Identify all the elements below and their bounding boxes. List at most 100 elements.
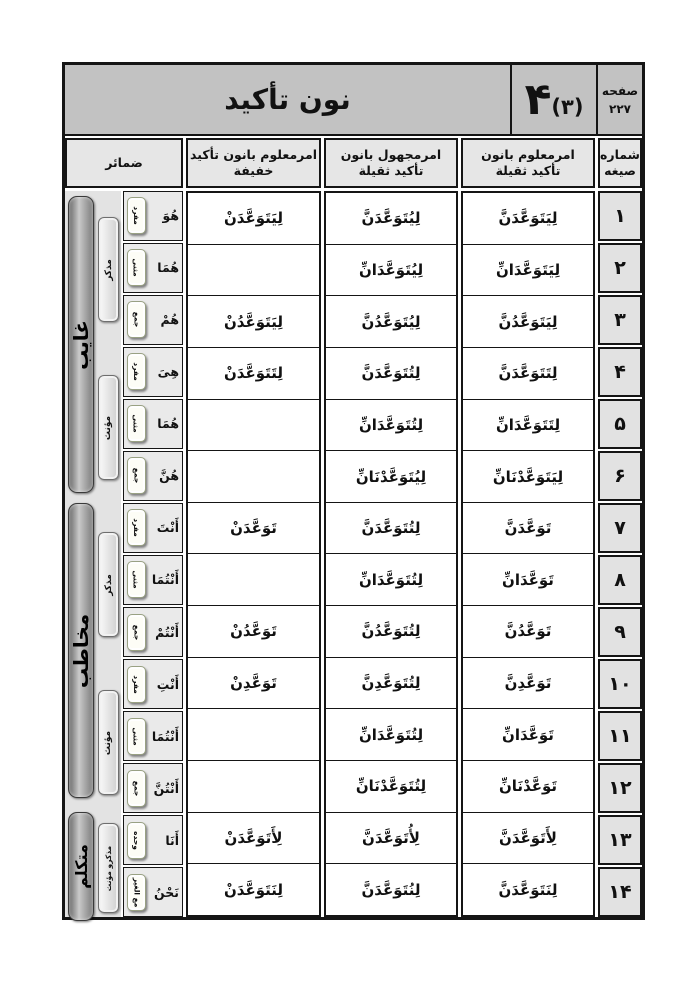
- page-label: صفحه: [601, 83, 639, 98]
- verb-cell: لِيَتَوَعَّدَنَّ: [463, 193, 593, 245]
- number-tag-label: مع الغير: [131, 877, 141, 908]
- header-amr-maloom-thaqila: امرمعلوم بانون تأكيد ثقيلة: [461, 138, 595, 188]
- person-bar-mukhatab: مخاطب: [68, 503, 94, 798]
- column-amr-maloom-khafifa: لِيَتَوَعَّدَنْ لِيَتَوَعَّدُنْ لِتَتَوَ…: [186, 191, 321, 917]
- number-tag-label: مفرد: [132, 362, 141, 382]
- verb-cell: لِتُتَوَعَّدْنَانِّ: [326, 761, 456, 813]
- verb-cell: لِأَتَوَعَّدَنْ: [188, 813, 319, 865]
- verb-cell: تَوَعَّدْنَانِّ: [463, 761, 593, 813]
- number-tag-button: مفرد: [127, 353, 146, 391]
- row-number: ۱۰: [598, 659, 642, 709]
- verb-cell: تَوَعَّدَانِّ: [463, 709, 593, 762]
- verb-cell: لِيَتَوَعَّدَنْ: [188, 193, 319, 245]
- figure-number-paren: (۳): [551, 94, 584, 119]
- page-number-cell: صفحه ۲۲۷: [596, 65, 642, 134]
- row-number: ۵: [598, 399, 642, 449]
- number-tag-label: جمع: [132, 780, 141, 796]
- header-amr-maloom-khafifa: امرمعلوم بانون تأكيد خفيفة: [186, 138, 321, 188]
- conjugation-table: صفحه ۲۲۷ ۴ (۳) نون تأكيد شماره صيغه امرم…: [62, 62, 645, 921]
- number-tag-button: مع الغير: [127, 873, 146, 911]
- gender-bar-muzakkar-muannas: مذكرو مؤنث: [98, 823, 119, 913]
- gender-bar-muannas-2: مؤنث: [98, 690, 119, 795]
- pronoun: هُمَا: [157, 260, 179, 276]
- gender-bar-label: مؤنث: [103, 415, 114, 440]
- number-tag-label: مفرد: [132, 518, 141, 538]
- figure-number: ۴: [524, 73, 552, 125]
- verb-cell: تَوَعَّدَنَّ: [463, 503, 593, 555]
- row-number: ۹: [598, 607, 642, 657]
- number-tag-label: مثنى: [131, 570, 141, 590]
- row-number: ۸: [598, 555, 642, 605]
- number-tag-label: مفرد: [132, 206, 141, 226]
- row-number: ۱۲: [598, 763, 642, 813]
- pronoun-box: هُوَ مفرد: [123, 191, 183, 241]
- gender-bar-label: مؤنث: [103, 730, 114, 755]
- number-tag-button: وحده: [127, 821, 146, 859]
- row-number: ۶: [598, 451, 642, 501]
- row-number: ۲: [598, 243, 642, 293]
- pronoun-box: أَنْتُمْ جمع: [123, 607, 183, 657]
- person-bar-ghaib: غايب: [68, 196, 94, 493]
- verb-cell: لِنُتَوَعَّدَنَّ: [361, 880, 421, 899]
- pronoun-box: هُنَّ جمع: [123, 451, 183, 501]
- pronoun-box: أَنْتَ مفرد: [123, 503, 183, 553]
- number-tag-button: جمع: [127, 457, 146, 495]
- header-row-number: شماره صيغه: [598, 138, 642, 188]
- number-tag-button: مفرد: [127, 197, 146, 235]
- person-bars-column: غايب مخاطب متكلم مذكر مؤنث مذك: [65, 191, 121, 921]
- row-number: ۱۱: [598, 711, 642, 761]
- pronoun: هُمْ: [160, 312, 179, 328]
- number-tag-button: جمع: [127, 301, 146, 339]
- verb-cell: لِيَتَوَعَّدُنْ: [188, 296, 319, 348]
- verb-cell: لِأُتَوَعَّدَنَّ: [326, 813, 456, 865]
- verb-cell: تَوَعَّدَنْ: [188, 503, 319, 555]
- verb-cell: لِنَتَوَعَّدَنَّ: [498, 880, 558, 899]
- pronoun: أَنْتُنَّ: [153, 780, 179, 796]
- person-bar-mutakallim: متكلم: [68, 812, 94, 921]
- pronoun-box: هُمَا مثنى: [123, 243, 183, 293]
- number-tag-label: جمع: [132, 468, 141, 484]
- column-amr-majhool-thaqila: لِيُتَوَعَّدَنَّ لِيُتَوَعَّدَانِّ لِيُت…: [324, 191, 458, 917]
- pronoun-box: هِىَ مفرد: [123, 347, 183, 397]
- number-tag-label: جمع: [132, 624, 141, 640]
- verb-cell: لِيُتَوَعَّدُنَّ: [326, 296, 456, 348]
- number-tag-button: مثنى: [127, 249, 146, 287]
- verb-cell: لِتُتَوَعَّدَانِّ: [326, 709, 456, 762]
- pronoun: هُنَّ: [159, 468, 179, 484]
- verb-cell: لِأَتَوَعَّدَنَّ: [463, 813, 593, 865]
- pronoun: أَنْتَ: [156, 520, 179, 536]
- row-number: ۷: [598, 503, 642, 553]
- page-title: نون تأكيد: [224, 83, 351, 116]
- rownum-label-2: صيغه: [604, 163, 636, 178]
- pronoun: هُمَا: [157, 416, 179, 432]
- number-tag-button: مفرد: [127, 509, 146, 547]
- gender-bar-muzakkar-1: مذكر: [98, 217, 119, 322]
- verb-cell: لِتُتَوَعَّدَنَّ: [326, 503, 456, 555]
- pronoun: أَنَا: [165, 832, 179, 848]
- number-tag-label: وحده: [131, 830, 141, 850]
- pronoun: أَنْتُمَا: [151, 728, 179, 744]
- verb-cell: تَوَعَّدِنَّ: [463, 658, 593, 710]
- number-tag-label: مثنى: [131, 258, 141, 277]
- row-number: ۳: [598, 295, 642, 345]
- pronoun-box: أَنْتُنَّ جمع: [123, 763, 183, 813]
- verb-cell: لِيَتَوَعَّدَانِّ: [463, 245, 593, 297]
- table-body: ۱ ۲ ۳ ۴ ۵ ۶ ۷ ۸ ۹ ۱۰ ۱۱ ۱۲ ۱۳ ۱۴ لِيَتَو…: [65, 191, 642, 921]
- person-bar-label: متكلم: [71, 844, 91, 889]
- row-number: ۱۴: [598, 867, 642, 917]
- pronoun-box: أَنْتُمَا مثنى: [123, 711, 183, 761]
- verb-cell: لِتُتَوَعَّدُنَّ: [326, 606, 456, 658]
- pronoun: هُوَ: [162, 208, 179, 224]
- row-number: ۱: [598, 191, 642, 241]
- number-tag-button: جمع: [127, 769, 146, 807]
- pronoun: أَنْتُمْ: [155, 624, 179, 640]
- verb-cell: لِيُتَوَعَّدَانِّ: [326, 245, 456, 297]
- number-tag-button: مثنى: [127, 717, 146, 755]
- pronoun: هِىَ: [157, 364, 179, 380]
- verb-cell: تَوَعَّدَانِّ: [463, 554, 593, 607]
- header-pronouns: ضمائر: [65, 138, 183, 188]
- row-number: ۴: [598, 347, 642, 397]
- verb-cell: لِيَتَوَعَّدُنَّ: [463, 296, 593, 348]
- verb-cell: تَوَعَّدُنْ: [188, 606, 319, 658]
